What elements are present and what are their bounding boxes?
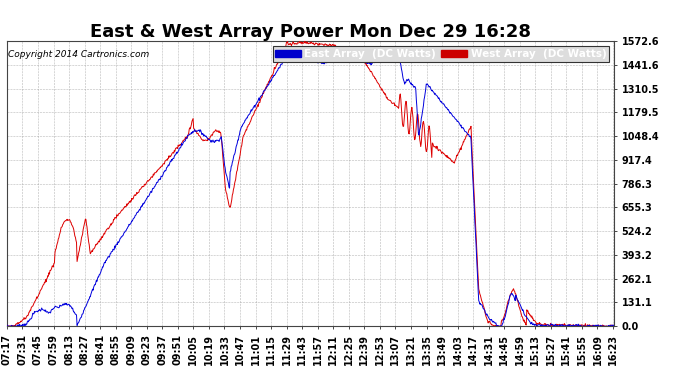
Legend: East Array  (DC Watts), West Array  (DC Watts): East Array (DC Watts), West Array (DC Wa…: [273, 46, 609, 62]
Text: Copyright 2014 Cartronics.com: Copyright 2014 Cartronics.com: [8, 50, 149, 59]
Title: East & West Array Power Mon Dec 29 16:28: East & West Array Power Mon Dec 29 16:28: [90, 23, 531, 41]
